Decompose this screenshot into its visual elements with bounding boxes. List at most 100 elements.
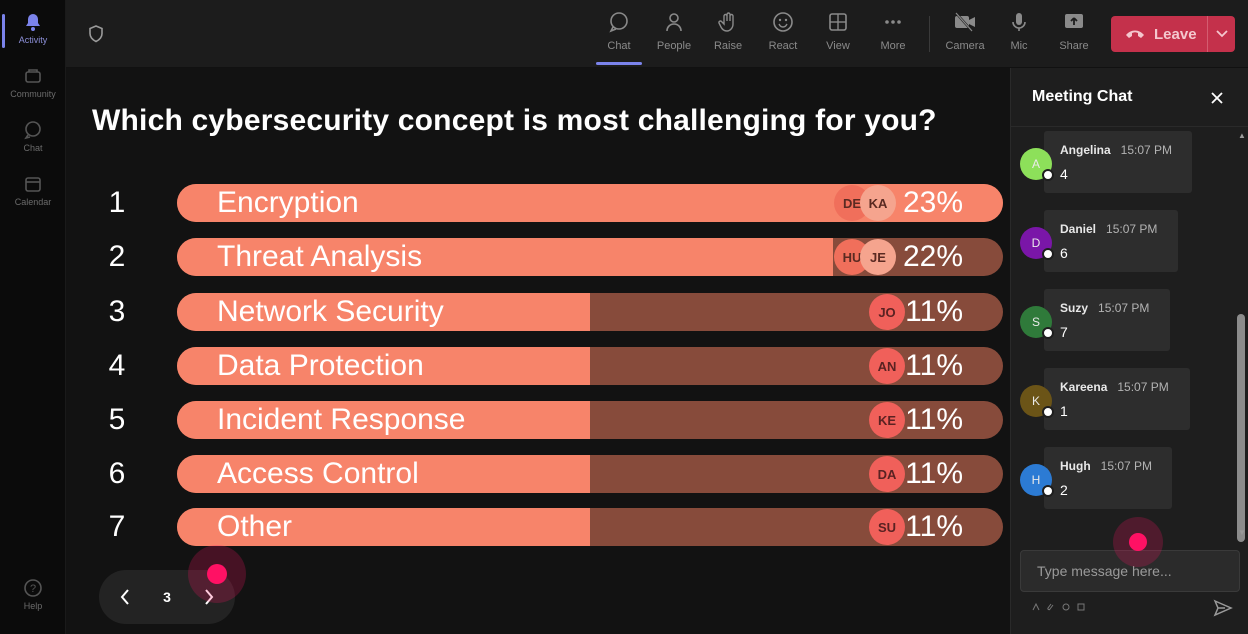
rail-item-activity[interactable]: Activity <box>0 4 66 54</box>
share-icon <box>1062 10 1086 34</box>
chat-divider <box>1011 126 1248 127</box>
calendar-icon <box>23 174 43 194</box>
app-rail: Activity Community Chat Calendar ? Help <box>0 0 66 634</box>
poll-result-fill <box>177 455 590 493</box>
gif-icon[interactable] <box>1076 602 1086 612</box>
phone-hangup-icon <box>1126 30 1144 38</box>
toolbar-button-label: People <box>656 40 692 52</box>
scroll-down-icon[interactable]: ▼ <box>1238 528 1246 537</box>
poll-option-number: 6 <box>108 457 126 490</box>
chat-title: Meeting Chat <box>1032 88 1133 105</box>
toolbar-button-label: Camera <box>945 40 985 52</box>
people-icon <box>662 10 686 34</box>
poll-option-number: 4 <box>108 349 126 382</box>
emoji-icon[interactable] <box>1061 602 1071 612</box>
smiley-icon <box>771 10 795 34</box>
format-icon[interactable] <box>1031 602 1041 612</box>
rail-item-calendar[interactable]: Calendar <box>0 166 66 216</box>
poll-option-row: 2 Threat Analysis HU JE 22% <box>66 238 1010 276</box>
poll-option-percent: 22% <box>902 240 963 273</box>
poll-result-bar: Incident Response KE 11% <box>177 401 1003 439</box>
scroll-up-icon[interactable]: ▲ <box>1238 131 1246 140</box>
attach-icon[interactable] <box>1046 602 1056 612</box>
message-time: 15:07 PM <box>1098 301 1150 315</box>
toolbar-share-button[interactable]: Share <box>1049 10 1099 62</box>
poll-option-percent: 11% <box>905 349 963 382</box>
sender-name: Daniel <box>1060 222 1097 236</box>
voter-avatar: DA <box>869 456 905 492</box>
poll-option-number: 1 <box>108 186 126 219</box>
message-bubble: Suzy 15:07 PM 7 <box>1044 289 1170 351</box>
community-icon <box>23 66 43 86</box>
rail-item-community[interactable]: Community <box>0 58 66 108</box>
message-header: Angelina 15:07 PM <box>1060 141 1178 159</box>
poll-question: Which cybersecurity concept is most chal… <box>92 104 937 137</box>
rail-item-label: Activity <box>18 35 48 45</box>
poll-option-label: Network Security <box>217 295 444 328</box>
message-bubble: Kareena 15:07 PM 1 <box>1044 368 1190 430</box>
presence-status-icon <box>1042 169 1054 181</box>
toolbar-view-button[interactable]: View <box>813 10 863 62</box>
shield-icon[interactable] <box>86 24 106 44</box>
toolbar-raise-button[interactable]: Raise <box>703 10 753 62</box>
toolbar-divider <box>929 16 930 52</box>
message-time: 15:07 PM <box>1120 143 1173 157</box>
camera-off-icon <box>953 10 977 34</box>
message-input[interactable] <box>1021 551 1239 591</box>
toolbar-people-button[interactable]: People <box>649 10 699 62</box>
message-text: 7 <box>1060 324 1068 340</box>
chat-message-list[interactable]: Angelina 15:07 PM 4 A Daniel 15:07 PM 6 D Suzy 15… <box>1011 127 1237 543</box>
toolbar-mic-button[interactable]: Mic <box>994 10 1044 62</box>
poll-result-fill <box>177 401 590 439</box>
chevron-right-icon[interactable] <box>197 585 221 609</box>
chevron-down-icon[interactable] <box>1207 16 1235 52</box>
toolbar-react-button[interactable]: React <box>758 10 808 62</box>
poll-result-bar: Encryption DE KA 23% <box>177 184 1003 222</box>
pointer-highlight <box>188 545 246 603</box>
sender-name: Kareena <box>1060 380 1108 394</box>
poll-option-percent: 11% <box>905 510 963 543</box>
rail-item-label: Help <box>23 601 43 611</box>
help-icon: ? <box>23 578 43 598</box>
poll-stage: Which cybersecurity concept is most chal… <box>66 68 1010 634</box>
leave-label: Leave <box>1154 25 1197 43</box>
poll-option-label: Data Protection <box>217 349 424 382</box>
voter-avatar: JE <box>860 239 896 275</box>
rail-item-help[interactable]: ? Help <box>0 570 66 620</box>
leave-main-button[interactable]: Leave <box>1111 16 1207 52</box>
more-icon <box>881 10 905 34</box>
send-icon[interactable] <box>1213 598 1233 618</box>
poll-option-row: 5 Incident Response KE 11% <box>66 401 1010 439</box>
close-icon[interactable] <box>1207 88 1227 108</box>
chevron-left-icon[interactable] <box>113 585 137 609</box>
message-header: Hugh 15:07 PM <box>1060 457 1158 475</box>
poll-option-label: Other <box>217 510 293 543</box>
toolbar-camera-button[interactable]: Camera <box>940 10 990 62</box>
mic-icon <box>1007 10 1031 34</box>
leave-button[interactable]: Leave <box>1111 16 1235 52</box>
poll-result-fill <box>177 293 590 331</box>
toolbar-button-label: React <box>768 40 798 52</box>
poll-result-fill <box>177 508 590 546</box>
poll-result-bar: Network Security JO 11% <box>177 293 1003 331</box>
compose-toolbar <box>1031 602 1091 612</box>
toolbar-more-button[interactable]: More <box>868 10 918 62</box>
voter-avatar: AN <box>869 348 905 384</box>
chat-icon <box>23 120 43 140</box>
poll-result-bar: Access Control DA 11% <box>177 455 1003 493</box>
poll-result-bar: Data Protection AN 11% <box>177 347 1003 385</box>
poll-option-number: 3 <box>108 295 126 328</box>
rail-item-chat[interactable]: Chat <box>0 112 66 162</box>
poll-option-row: 4 Data Protection AN 11% <box>66 347 1010 385</box>
chat-compose-box[interactable] <box>1020 550 1240 592</box>
chat-scrollbar-thumb[interactable] <box>1237 314 1245 542</box>
toolbar-button-label: Mic <box>1010 40 1028 52</box>
page-number: 3 <box>163 589 171 605</box>
toolbar-button-label: View <box>826 40 850 52</box>
toolbar-chat-button[interactable]: Chat <box>594 10 644 65</box>
poll-option-number: 7 <box>108 510 126 543</box>
hand-icon <box>716 10 740 34</box>
poll-option-label: Incident Response <box>217 403 466 436</box>
message-bubble: Hugh 15:07 PM 2 <box>1044 447 1172 509</box>
message-bubble: Daniel 15:07 PM 6 <box>1044 210 1178 272</box>
